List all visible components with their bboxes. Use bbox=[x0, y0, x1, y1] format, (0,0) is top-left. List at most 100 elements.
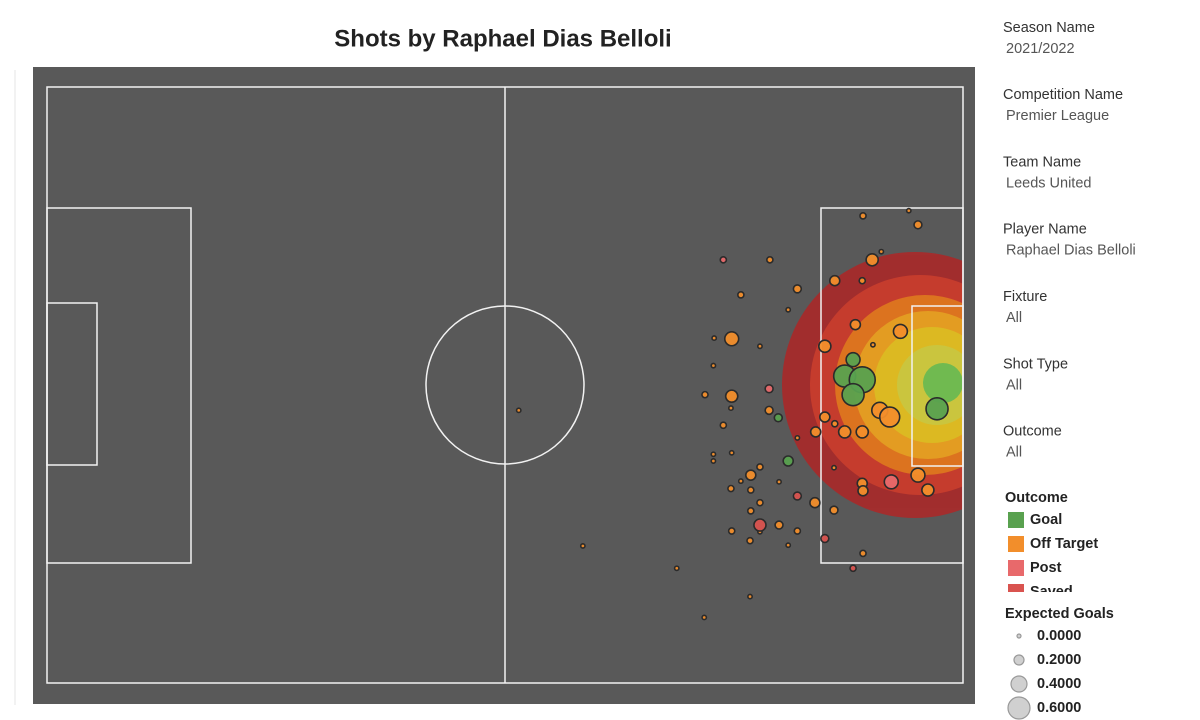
shots bbox=[515, 207, 949, 621]
filter-value[interactable]: Premier League bbox=[1006, 108, 1109, 124]
filter-value[interactable]: 2021/2022 bbox=[1006, 41, 1075, 57]
shot bbox=[819, 411, 831, 423]
shot bbox=[773, 413, 784, 423]
shot bbox=[701, 390, 709, 399]
shot bbox=[878, 248, 885, 255]
shot bbox=[831, 464, 837, 471]
shot bbox=[865, 252, 880, 267]
shot bbox=[764, 405, 774, 416]
filter-value[interactable]: All bbox=[1006, 310, 1022, 326]
shot bbox=[841, 382, 865, 407]
shot bbox=[515, 407, 522, 414]
shot bbox=[849, 564, 857, 573]
size-legend-label: 0.4000 bbox=[1037, 676, 1081, 692]
shot bbox=[728, 449, 735, 456]
size-legend-circle bbox=[1007, 696, 1031, 720]
shot bbox=[710, 458, 717, 464]
shot bbox=[859, 549, 867, 558]
shot bbox=[753, 518, 767, 532]
chart-title: Shots by Raphael Dias Belloli bbox=[334, 25, 671, 52]
shot bbox=[756, 463, 764, 471]
shot bbox=[849, 318, 862, 331]
shot bbox=[829, 505, 839, 515]
shot bbox=[757, 343, 763, 350]
shot bbox=[913, 220, 923, 230]
shot bbox=[859, 212, 867, 220]
legend-label: Post bbox=[1030, 560, 1062, 576]
shot bbox=[921, 483, 935, 497]
shot bbox=[792, 284, 803, 294]
shot bbox=[579, 542, 586, 549]
size-legend-label: 0.2000 bbox=[1037, 652, 1081, 668]
shot bbox=[764, 383, 774, 394]
legend-swatch bbox=[1008, 560, 1024, 576]
filter-value[interactable]: Raphael Dias Belloli bbox=[1006, 243, 1136, 259]
filter-value[interactable]: Leeds United bbox=[1006, 175, 1091, 191]
shot bbox=[869, 341, 876, 348]
legend-swatch bbox=[1008, 584, 1024, 592]
shot bbox=[746, 486, 755, 494]
shot bbox=[857, 484, 869, 497]
shot bbox=[774, 520, 784, 530]
filter-label: Player Name bbox=[1003, 222, 1087, 238]
legend-label: Saved bbox=[1030, 584, 1073, 600]
shot bbox=[925, 397, 949, 421]
shot bbox=[719, 255, 728, 264]
shot bbox=[785, 542, 792, 549]
size-legend-circle bbox=[1010, 675, 1028, 693]
shot bbox=[809, 426, 822, 438]
legend-label: Off Target bbox=[1030, 536, 1098, 552]
shot bbox=[673, 565, 680, 572]
size-legend-label: 0.0000 bbox=[1037, 628, 1081, 644]
shot bbox=[794, 434, 801, 441]
shot bbox=[878, 406, 901, 428]
shot bbox=[744, 469, 757, 481]
legend: Goal Off Target Post Saved bbox=[1008, 512, 1098, 600]
shot bbox=[746, 507, 755, 515]
legend-swatch bbox=[1008, 536, 1024, 552]
shot bbox=[828, 274, 841, 287]
size-legend: 0.0000 0.2000 0.4000 0.6000 bbox=[1007, 628, 1081, 720]
filter-label: Shot Type bbox=[1003, 356, 1068, 372]
shot bbox=[756, 498, 764, 507]
shot bbox=[855, 425, 870, 439]
size-legend-circle bbox=[1013, 654, 1025, 666]
legend-swatch bbox=[1008, 512, 1024, 528]
shot bbox=[905, 207, 912, 214]
shot bbox=[792, 491, 803, 501]
shot bbox=[737, 478, 744, 485]
shot bbox=[727, 405, 734, 412]
size-legend-label: 0.6000 bbox=[1037, 700, 1081, 716]
shot bbox=[747, 593, 753, 600]
size-legend-title: Expected Goals bbox=[1005, 606, 1114, 622]
shot bbox=[710, 451, 717, 458]
filter-label: Competition Name bbox=[1003, 87, 1123, 103]
shot bbox=[710, 362, 717, 369]
shot bbox=[845, 351, 861, 368]
shot bbox=[727, 484, 735, 493]
shot bbox=[910, 467, 926, 483]
shot bbox=[766, 255, 774, 264]
filter-value[interactable]: All bbox=[1006, 445, 1022, 461]
filters: Season Name 2021/2022 Competition Name Prem… bbox=[1003, 20, 1136, 461]
pitch-lines bbox=[46, 86, 964, 684]
shot bbox=[719, 421, 728, 430]
shot bbox=[883, 474, 899, 490]
shot bbox=[785, 306, 792, 313]
shot bbox=[737, 291, 745, 299]
shot bbox=[727, 527, 736, 535]
shot bbox=[724, 389, 739, 404]
size-legend-circle bbox=[1016, 633, 1022, 639]
shot bbox=[892, 323, 909, 340]
shot bbox=[830, 419, 839, 428]
legend-title: Outcome bbox=[1005, 490, 1068, 506]
shot bbox=[701, 614, 708, 621]
filter-value[interactable]: All bbox=[1006, 377, 1022, 393]
filter-label: Team Name bbox=[1003, 154, 1081, 170]
shot bbox=[817, 339, 832, 354]
legend-label: Goal bbox=[1030, 512, 1062, 528]
shot bbox=[820, 533, 830, 544]
filter-label: Season Name bbox=[1003, 20, 1095, 36]
